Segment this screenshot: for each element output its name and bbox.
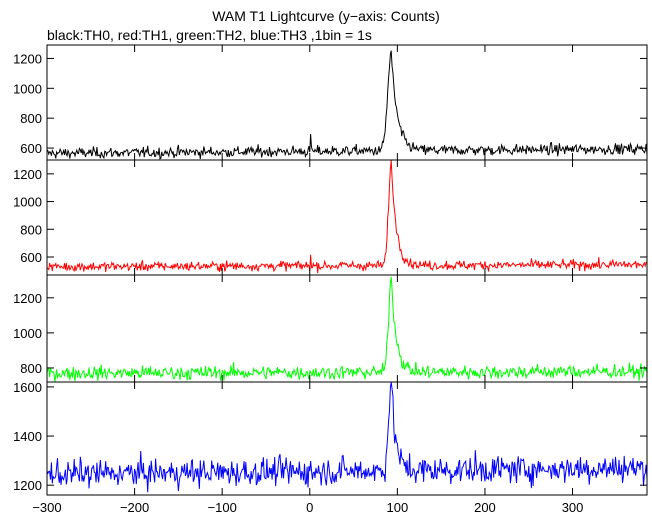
x-tick-label: 100 bbox=[387, 500, 409, 515]
y-tick-label: 800 bbox=[20, 222, 42, 237]
chart-title: WAM T1 Lightcurve (y−axis: Counts) bbox=[212, 8, 440, 24]
series-th2 bbox=[46, 276, 648, 383]
panel-frame-th2 bbox=[46, 274, 648, 383]
y-tick-label: 1600 bbox=[13, 380, 42, 395]
y-tick-label: 1000 bbox=[13, 326, 42, 341]
y-tick-label: 800 bbox=[20, 361, 42, 376]
y-tick-label: 1000 bbox=[13, 195, 42, 210]
x-tick-label: 200 bbox=[474, 500, 496, 515]
y-tick-label: 1200 bbox=[13, 51, 42, 66]
panel-frame-th0 bbox=[46, 44, 648, 161]
y-tick-label: 600 bbox=[20, 141, 42, 156]
y-tick-label: 1400 bbox=[13, 429, 42, 444]
series-th3 bbox=[46, 382, 648, 493]
y-tick-label: 1000 bbox=[13, 81, 42, 96]
y-tick-label: 1200 bbox=[13, 291, 42, 306]
panel-frame-th1 bbox=[46, 159, 648, 276]
y-tick-label: 800 bbox=[20, 111, 42, 126]
x-tick-label: −300 bbox=[32, 500, 61, 515]
x-tick-label: 300 bbox=[562, 500, 584, 515]
x-tick-label: 0 bbox=[306, 500, 313, 515]
y-tick-label: 600 bbox=[20, 250, 42, 265]
y-tick-label: 1200 bbox=[13, 478, 42, 493]
x-tick-label: −200 bbox=[120, 500, 149, 515]
y-tick-label: 1200 bbox=[13, 167, 42, 182]
chart-subtitle: black:TH0, red:TH1, green:TH2, blue:TH3 … bbox=[47, 27, 372, 43]
series-th0 bbox=[46, 50, 648, 160]
panel-frame-th3 bbox=[46, 381, 648, 496]
series-th1 bbox=[46, 159, 648, 274]
x-tick-label: −100 bbox=[208, 500, 237, 515]
